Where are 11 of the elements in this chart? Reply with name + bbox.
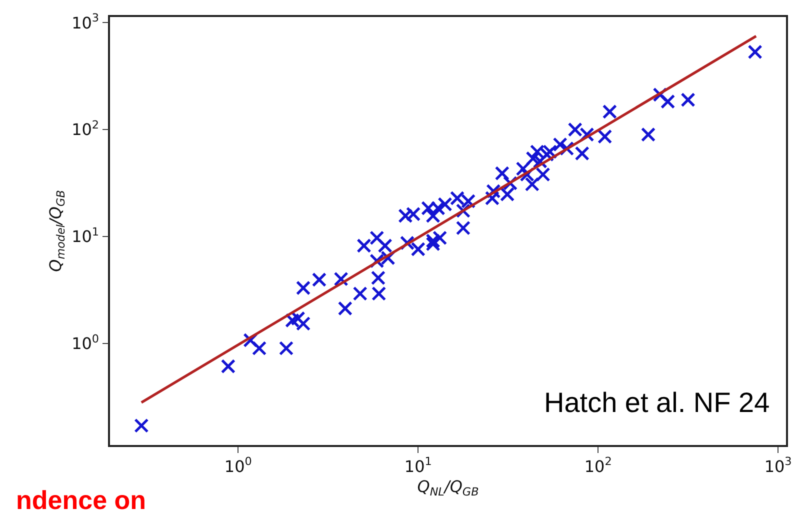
x-tick-label: 10$^{0}$	[224, 455, 252, 476]
x-tick-label: 10$^{2}$	[584, 455, 612, 476]
y-tick-label: 10$^{3}$	[72, 12, 100, 32]
x-tick-label: 10$^{1}$	[404, 455, 432, 476]
y-tick-label: 10$^{1}$	[72, 225, 100, 246]
y-tick-label: 10$^{2}$	[72, 118, 100, 140]
x-axis-title: Q$_{NL}$/Q$_{GB}$	[417, 477, 479, 499]
text: ndence on	[16, 485, 146, 515]
y-tick-label: 10$^{0}$	[72, 332, 100, 353]
x-tick-label: 10$^{3}$	[764, 455, 792, 476]
annotation: Hatch et al. NF 24	[544, 387, 770, 418]
